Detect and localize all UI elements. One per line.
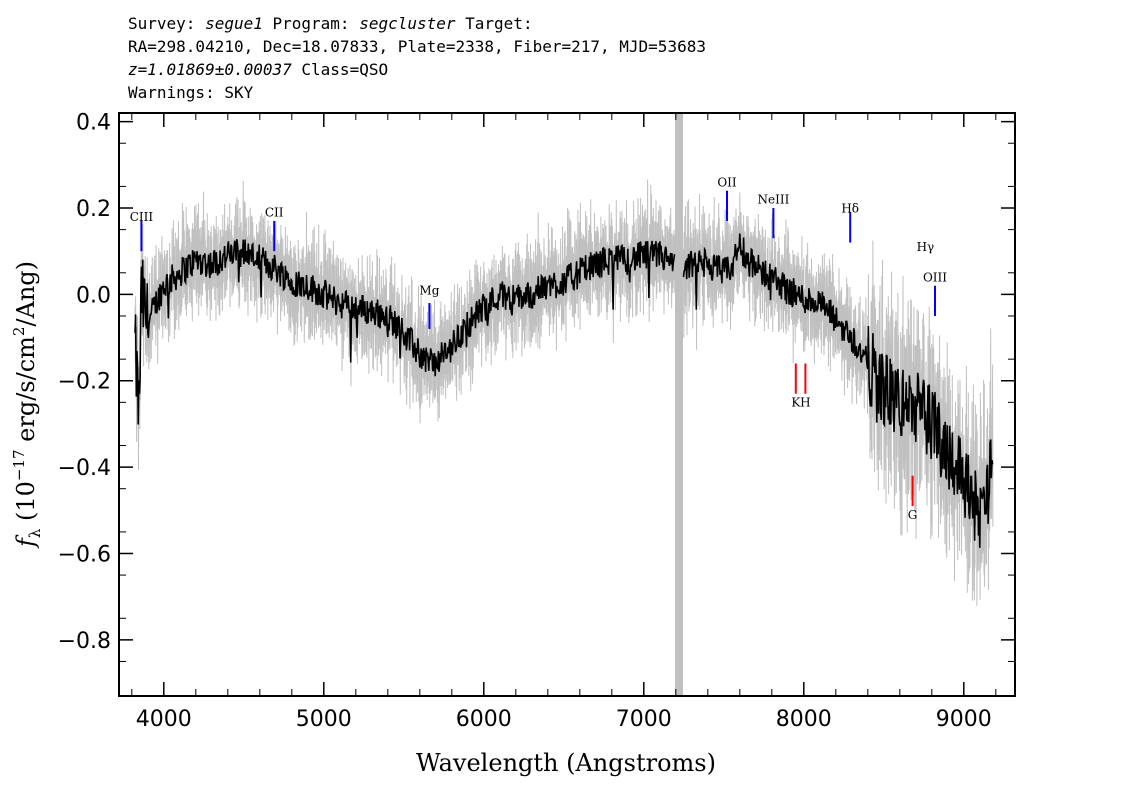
line-marker-label-cii-1: CII bbox=[265, 206, 284, 220]
axes-layer: 4000 5000 6000 7000 8000 9000 −0.8 −0.6 −0.4 −0.2… bbox=[58, 111, 1016, 732]
x-tick-label: 5000 bbox=[296, 707, 352, 732]
masked-region-band bbox=[675, 113, 683, 696]
line-marker-label-h-5: Hδ bbox=[841, 201, 859, 215]
line-marker-label-h-9: H bbox=[800, 396, 810, 410]
x-tick-label: 9000 bbox=[936, 707, 992, 732]
header-line-coords: RA=298.04210, Dec=18.07833, Plate=2338, … bbox=[128, 37, 706, 56]
ylabel-close: /Ang) bbox=[12, 261, 40, 327]
x-tick-label: 7000 bbox=[616, 707, 672, 732]
target-label: Target: bbox=[455, 14, 533, 33]
error-band-line bbox=[134, 179, 994, 606]
y-tick-label: 0.0 bbox=[76, 283, 111, 308]
spectrum-line bbox=[134, 233, 994, 548]
ylabel-exponent: −17 bbox=[10, 449, 28, 481]
y-tick-label: 0.2 bbox=[76, 197, 111, 222]
y-tick-label: 0.4 bbox=[76, 111, 111, 136]
y-tick-label: −0.4 bbox=[58, 456, 111, 481]
line-marker-label-oii-3: OII bbox=[717, 175, 737, 189]
y-tick-label: −0.2 bbox=[58, 370, 111, 395]
survey-label: Survey: bbox=[128, 14, 206, 33]
y-tick-label: −0.8 bbox=[58, 629, 111, 654]
survey-value: segue1 bbox=[205, 14, 263, 33]
x-tick-label: 4000 bbox=[136, 707, 192, 732]
masked-region-layer bbox=[675, 113, 683, 696]
redshift-value: z=1.01869±0.00037 bbox=[128, 60, 292, 79]
line-marker-label-oiii-7: OIII bbox=[923, 270, 947, 284]
program-label: Program: bbox=[262, 14, 360, 33]
plot-frame bbox=[118, 112, 1016, 697]
header-line-redshift: z=1.01869±0.00037 Class=QSO bbox=[128, 58, 706, 81]
x-tick-label: 6000 bbox=[456, 707, 512, 732]
line-marker-label-neiii-4: NeIII bbox=[757, 193, 789, 207]
spectrum-header: Survey: segue1 Program: segcluster Targe… bbox=[128, 12, 706, 104]
ylabel-lambda-sub: λ bbox=[26, 528, 44, 538]
line-marker-label-h-6: Hγ bbox=[917, 240, 935, 254]
y-axis-label: fλ (10−17 erg/s/cm2/Ang) bbox=[10, 261, 44, 549]
x-axis-label: Wavelength (Angstroms) bbox=[416, 749, 716, 777]
line-marker-layer: CIII CII Mg OII NeIII Hδ Hγ OIII K H G bbox=[130, 175, 948, 522]
ylabel-open: (10 bbox=[12, 481, 40, 529]
error-band-layer bbox=[134, 179, 994, 606]
spectrum-layer bbox=[134, 233, 994, 548]
ylabel-units: erg/s/cm bbox=[12, 336, 40, 450]
line-marker-label-k-8: K bbox=[791, 396, 801, 410]
y-tick-label: −0.6 bbox=[58, 542, 111, 567]
line-marker-label-mg-2: Mg bbox=[419, 283, 439, 297]
line-marker-label-ciii-0: CIII bbox=[130, 210, 154, 224]
class-value: Class=QSO bbox=[291, 60, 389, 79]
header-line-warnings: Warnings: SKY bbox=[128, 83, 254, 102]
svg-text:fλ (10−17 erg/s/cm2/Ang): fλ (10−17 erg/s/cm2/Ang) bbox=[10, 261, 44, 549]
header-line-survey: Survey: segue1 Program: segcluster Targe… bbox=[128, 12, 706, 35]
x-tick-label: 8000 bbox=[776, 707, 832, 732]
ylabel-squared: 2 bbox=[10, 327, 28, 337]
line-marker-label-g-10: G bbox=[908, 508, 918, 522]
program-value: segcluster bbox=[359, 14, 456, 33]
